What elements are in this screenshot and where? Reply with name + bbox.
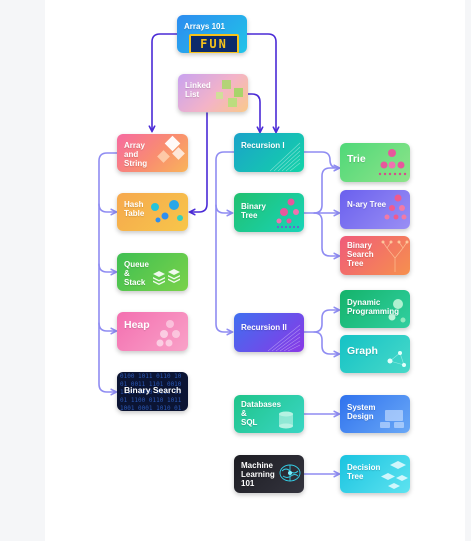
card-heap[interactable]: Heap (117, 312, 188, 351)
link-linked-hash (190, 112, 208, 212)
link-arrays-recursion (246, 33, 276, 132)
link-rec2-graph (313, 331, 339, 354)
card-binary-tree-label: Binary Tree (241, 202, 266, 220)
card-machine-learning-101[interactable]: Machine Learning 101 (234, 455, 304, 493)
graph-nodes-icon (387, 351, 406, 367)
diamonds-icon (157, 135, 185, 163)
link-linked-recursion (247, 93, 260, 132)
database-icon (279, 411, 293, 429)
nary-nodes-icon (384, 194, 407, 220)
card-decision-tree-label: Decision Tree (347, 463, 381, 481)
card-graph[interactable]: Graph (340, 335, 410, 373)
link-recursion-binary (215, 204, 232, 213)
card-binary-search-tree-label: Binary Search Tree (347, 241, 374, 268)
card-decision-tree[interactable]: Decision Tree (340, 455, 410, 493)
fun-badge: FUN (189, 34, 239, 53)
card-nary-tree-label: N-ary Tree (347, 200, 387, 209)
card-binary-search-tree[interactable]: Binary Search Tree (340, 236, 410, 275)
card-system-design[interactable]: System Design (340, 395, 410, 433)
dp-bubbles-icon (388, 299, 406, 323)
card-binary-tree[interactable]: Binary Tree (234, 193, 304, 232)
card-queue-stack-label: Queue & Stack (124, 260, 149, 287)
bst-branches-icon (381, 240, 409, 272)
card-binary-search[interactable]: 0100 1011 0110 1001 0011 1101 0010 1110 … (117, 372, 188, 411)
card-dynamic-programming[interactable]: Dynamic Programming (340, 290, 410, 328)
card-arrays-101-label: Arrays 101 (184, 22, 225, 31)
card-heap-label: Heap (124, 319, 150, 331)
link-arrays-array-string (152, 33, 178, 131)
card-arrays-101[interactable]: Arrays 101 FUN (177, 15, 247, 53)
card-system-design-label: System Design (347, 403, 376, 421)
binary-digits-background: 0100 1011 0110 1001 0011 1101 0010 1110 … (120, 373, 182, 411)
card-hash-table-label: Hash Table (124, 200, 145, 218)
linked-squares-icon (216, 80, 243, 107)
card-array-and-string[interactable]: Array and String (117, 134, 188, 172)
layers-icon (153, 269, 180, 285)
card-trie-label: Trie (347, 153, 366, 165)
bubbles-icon (151, 200, 183, 223)
card-dynamic-programming-label: Dynamic Programming (347, 298, 400, 316)
brain-icon (279, 464, 301, 482)
link-bus-hash (98, 203, 116, 212)
card-nary-tree[interactable]: N-ary Tree (340, 190, 410, 229)
card-databases-sql[interactable]: Databases & SQL (234, 395, 304, 433)
nested-lines-icon (269, 142, 301, 172)
tree-nodes-icon (276, 198, 299, 228)
link-bus-heap (98, 322, 116, 331)
card-hash-table[interactable]: Hash Table (117, 193, 188, 231)
card-recursion-2-label: Recursion II (241, 323, 287, 332)
link-recursion-trie (303, 151, 339, 168)
card-recursion-2[interactable]: Recursion II (234, 313, 304, 352)
card-linked-list-label: Linked List (185, 81, 211, 99)
card-trie[interactable]: Trie (340, 143, 410, 182)
link-bus-queue (98, 263, 116, 272)
nested-lines-icon-2 (267, 324, 301, 352)
trie-nodes-icon (378, 149, 407, 176)
link-rec2-dp (303, 310, 339, 333)
link-binary-trie (313, 168, 339, 214)
card-recursion-1[interactable]: Recursion I (234, 133, 304, 172)
card-array-and-string-label: Array and String (124, 141, 148, 168)
link-recursion-bus (215, 151, 235, 332)
card-queue-stack[interactable]: Queue & Stack (117, 253, 188, 291)
link-binary-bst (313, 212, 339, 256)
system-blocks-icon (380, 410, 404, 428)
card-databases-sql-label: Databases & SQL (241, 400, 282, 427)
card-binary-search-label: Binary Search (124, 385, 182, 395)
card-recursion-1-label: Recursion I (241, 141, 285, 150)
card-machine-learning-101-label: Machine Learning 101 (241, 461, 275, 488)
card-graph-label: Graph (347, 345, 378, 357)
decision-diamonds-icon (381, 461, 408, 489)
heap-bubbles-icon (156, 320, 180, 347)
card-linked-list[interactable]: Linked List (178, 74, 248, 112)
link-array-string-bus (98, 152, 118, 392)
